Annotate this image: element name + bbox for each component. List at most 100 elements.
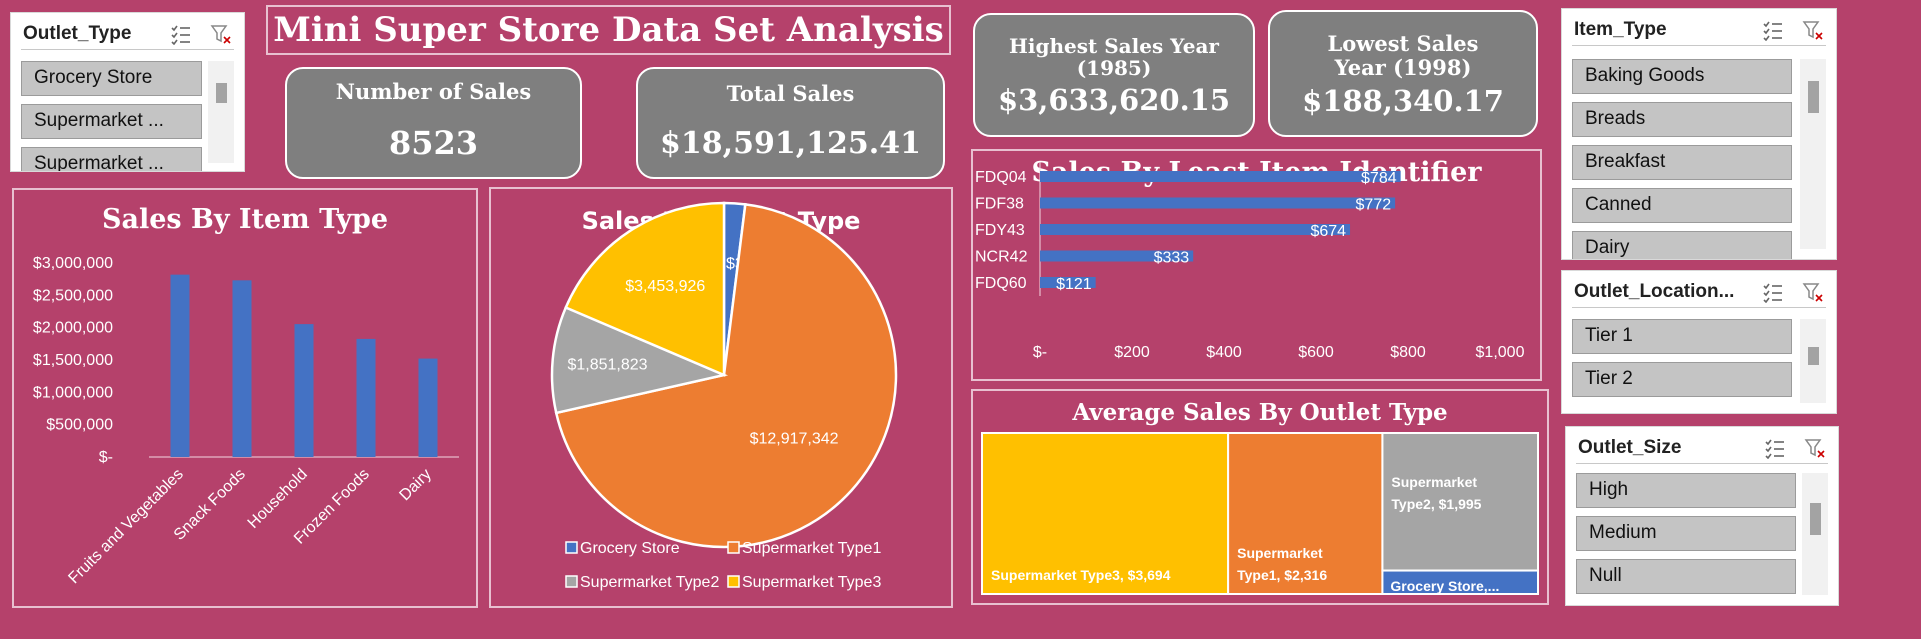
slicer-item-baking-goods[interactable]: Baking Goods [1572,59,1792,94]
pie-slice [550,305,729,415]
clear-filter-icon[interactable] [1804,437,1826,459]
tile-label: Grocery Store,... [1390,578,1499,594]
slicer-title: Outlet_Location... [1574,281,1735,302]
slicer-item-supermarket-1[interactable]: Supermarket ... [21,104,202,139]
chart-canvas: FDQ04 $784 FDF38 $772 FDY43 $674 NCR42 $333 FDQ6… [975,162,1525,361]
treemap-tile [1381,432,1539,572]
slicer-title: Outlet_Type [23,23,132,44]
tile-label: Supermarket Type3, $3,694 [991,567,1171,583]
slicer-item-canned[interactable]: Canned [1572,188,1792,223]
data-label: $772 [1356,197,1392,214]
x-tick-label: $800 [1390,344,1426,361]
slicer-outlet-size[interactable]: Outlet_Size High Medium Null [1565,426,1839,606]
scrollbar-thumb[interactable] [1808,347,1819,365]
y-tick-label: $2,000,000 [33,320,113,337]
slicer-outlet-location[interactable]: Outlet_Location... Tier 1 Tier 2 [1561,270,1837,414]
legend-swatch [565,575,578,588]
chart-average-sales-by-outlet-type: Average Sales By Outlet Type Supermarket… [971,389,1549,605]
bar [356,338,376,457]
clear-filter-icon[interactable] [1802,281,1824,303]
kpi-highest-sales-year: Highest Sales Year (1985) $3,633,620.15 [973,13,1255,137]
chart-title: Sales By Item Type [101,204,389,235]
data-label: $784 [1361,170,1397,187]
slicer-header: Outlet_Type [21,19,234,50]
slicer-scrollbar[interactable] [1802,473,1828,595]
slicer-item-supermarket-2[interactable]: Supermarket ... [21,147,202,171]
kpi-value: $188,340.17 [1302,84,1504,118]
scrollbar-thumb[interactable] [1808,81,1819,113]
chart-sales-by-least-item-identifier: Sales By Least Item Identifier FDQ04$784… [971,149,1542,381]
slicer-item-tier-2[interactable]: Tier 2 [1572,362,1792,397]
bar [170,274,190,457]
bar [1040,277,1096,288]
y-tick-label: $1,500,000 [33,352,113,369]
clear-filter-icon[interactable] [1802,19,1824,41]
legend-label: Supermarket Type2 [580,574,719,591]
kpi-value: $3,633,620.15 [997,83,1231,117]
x-tick-label: $- [1033,344,1047,361]
data-label: $674 [1310,223,1346,240]
slicer-header: Outlet_Size [1576,433,1828,464]
kpi-label: Total Sales [726,81,855,106]
data-label: $121 [1056,276,1092,293]
bar [1040,224,1351,235]
chart-canvas: $- $500,000 $1,000,000 $1,500,000 $2,000,000… [33,255,459,587]
slicer-item-grocery-store[interactable]: Grocery Store [21,61,202,96]
slicer-item-breakfast[interactable]: Breakfast [1572,145,1792,180]
slicer-list: Tier 1 Tier 2 [1572,319,1792,413]
data-label: $333 [1154,250,1190,267]
slicer-header: Item_Type [1572,15,1826,46]
multi-select-icon[interactable] [170,23,192,46]
treemap-tile [981,432,1230,595]
chart-title: Average Sales By Outlet Type [1072,399,1448,426]
kpi-lowest-sales-year: Lowest Sales Year (1998) $188,340.17 [1268,10,1538,137]
x-tick-label: $400 [1206,344,1242,361]
slicer-list: Grocery Store Supermarket ... Supermarke… [21,61,202,171]
tile-label: Supermarket [1237,545,1323,561]
multi-select-icon[interactable] [1762,281,1784,304]
chart-canvas: $368,034$12,917,342$1,851,823$3,453,926G… [550,201,898,591]
y-tick-label: $1,000,000 [33,384,113,401]
slicer-outlet-type[interactable]: Outlet_Type Grocery Store Supermarket ..… [10,12,245,172]
multi-select-icon[interactable] [1764,437,1786,460]
slicer-item-null[interactable]: Null [1576,559,1796,594]
legend-label: Grocery Store [580,540,680,557]
scrollbar-thumb[interactable] [216,83,227,103]
tile-label: Type2, $1,995 [1391,496,1481,512]
y-tick-label: $500,000 [46,417,113,434]
x-tick-label: Fruits and Vegetables [65,466,186,587]
slicer-title: Item_Type [1574,19,1667,40]
y-tick-label: $- [99,449,113,466]
slicer-item-tier-1[interactable]: Tier 1 [1572,319,1792,354]
legend-label: Supermarket Type3 [742,574,881,591]
slicer-scrollbar[interactable] [1800,319,1826,403]
x-tick-label: $600 [1298,344,1334,361]
kpi-number-of-sales: Number of Sales 8523 [285,67,582,179]
x-tick-label: $1,000 [1476,344,1525,361]
kpi-total-sales: Total Sales $18,591,125.41 [636,67,945,179]
y-tick-label: FDF38 [975,196,1024,213]
y-tick-label: FDQ60 [975,275,1027,292]
dashboard-title: Mini Super Store Data Set Analysis [273,10,944,50]
multi-select-icon[interactable] [1762,19,1784,42]
slicer-list: High Medium Null [1576,473,1796,605]
data-label: $12,917,342 [750,431,839,448]
slicer-item-breads[interactable]: Breads [1572,102,1792,137]
slicer-scrollbar[interactable] [1800,59,1826,249]
slicer-scrollbar[interactable] [208,61,234,163]
legend-swatch [727,575,740,588]
scrollbar-thumb[interactable] [1810,503,1821,535]
treemap-tile [1381,569,1539,596]
bar [418,358,438,457]
clear-filter-icon[interactable] [210,23,232,45]
tile-label: Type1, $2,316 [1237,567,1327,583]
kpi-value: 8523 [388,124,479,162]
slicer-item-type[interactable]: Item_Type Baking Goods Breads Breakfast … [1561,8,1837,260]
bar [1040,197,1396,209]
slicer-item-dairy[interactable]: Dairy [1572,231,1792,259]
bar [232,280,252,457]
kpi-value: $18,591,125.41 [660,126,921,161]
y-tick-label: FDY43 [975,222,1025,239]
slicer-item-medium[interactable]: Medium [1576,516,1796,551]
slicer-item-high[interactable]: High [1576,473,1796,508]
